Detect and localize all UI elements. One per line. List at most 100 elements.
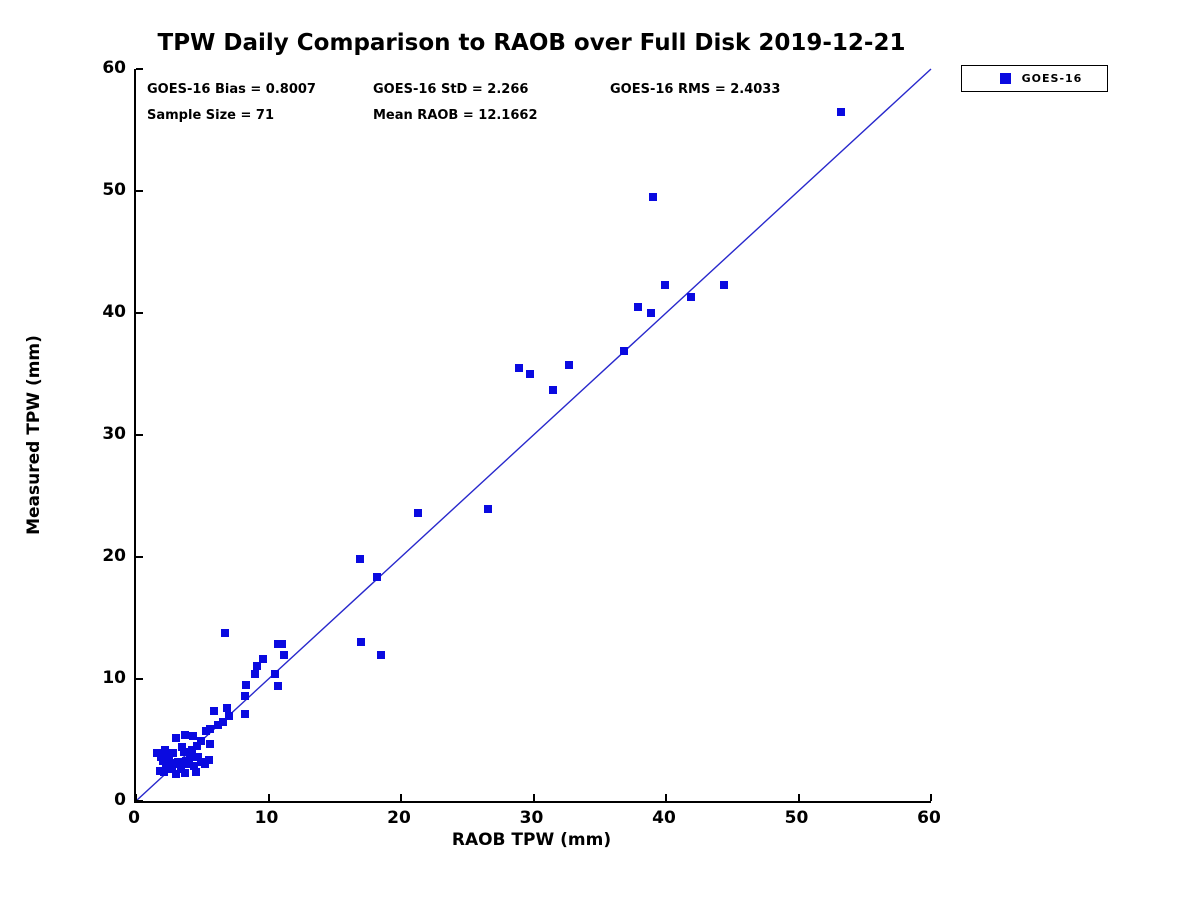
data-point [192, 742, 201, 751]
data-point [224, 711, 233, 720]
data-point [687, 293, 696, 302]
y-tick-label: 60 [102, 58, 126, 78]
x-tick [135, 794, 137, 801]
data-point [219, 717, 228, 726]
y-tick-label: 30 [102, 424, 126, 444]
data-point [169, 749, 178, 758]
data-point [273, 640, 282, 649]
stat-mean-raob: Mean RAOB = 12.1662 [373, 108, 538, 123]
data-point [634, 302, 643, 311]
reference-line-layer [135, 68, 932, 802]
x-tick-label: 50 [784, 808, 809, 828]
y-tick-label: 20 [102, 546, 126, 566]
y-tick-label: 10 [102, 668, 126, 688]
data-point [240, 692, 249, 701]
data-point [177, 765, 186, 774]
y-tick [136, 190, 143, 192]
data-point [190, 761, 199, 770]
x-tick-label: 10 [254, 808, 279, 828]
data-point [186, 753, 195, 762]
y-axis-label: Measured TPW (mm) [24, 335, 44, 535]
x-tick-label: 30 [519, 808, 544, 828]
x-tick-label: 20 [387, 808, 411, 828]
y-tick [136, 800, 143, 802]
data-point [220, 628, 229, 637]
data-point [648, 193, 657, 202]
data-point [484, 505, 493, 514]
data-point [159, 767, 168, 776]
data-point [161, 745, 170, 754]
legend-box: GOES-16 [961, 65, 1108, 92]
y-tick [136, 312, 143, 314]
data-point [252, 661, 261, 670]
data-point [196, 737, 205, 746]
data-point [181, 731, 190, 740]
x-tick [267, 794, 270, 801]
stat-rms: GOES-16 RMS = 2.4033 [610, 82, 781, 97]
y-tick [136, 556, 143, 558]
data-point [271, 670, 280, 679]
data-point [171, 770, 180, 779]
data-point [200, 760, 209, 769]
x-tick-label: 0 [128, 808, 140, 828]
legend-marker-icon [1000, 73, 1011, 84]
x-tick [532, 794, 535, 801]
data-point [619, 346, 628, 355]
chart-title: TPW Daily Comparison to RAOB over Full D… [157, 30, 906, 56]
y-tick-label: 40 [102, 302, 126, 322]
stat-bias: GOES-16 Bias = 0.8007 [147, 82, 316, 97]
data-point [720, 280, 729, 289]
data-point [280, 650, 289, 659]
data-point [273, 682, 282, 691]
data-point [206, 739, 215, 748]
data-point [514, 363, 523, 372]
data-point [162, 761, 171, 770]
data-point [171, 733, 180, 742]
y-tick-label: 50 [102, 180, 126, 200]
data-point [357, 638, 366, 647]
x-tick-label: 40 [652, 808, 676, 828]
data-point [525, 370, 534, 378]
data-point [206, 725, 215, 734]
y-tick [136, 678, 143, 680]
data-point [355, 555, 364, 564]
stat-sample-size: Sample Size = 71 [147, 108, 275, 123]
data-point [647, 309, 656, 317]
data-point [194, 753, 203, 762]
stat-std: GOES-16 StD = 2.266 [373, 82, 529, 97]
y-tick-label: 0 [114, 790, 126, 810]
data-point [175, 760, 184, 769]
x-axis-label: RAOB TPW (mm) [451, 830, 612, 850]
data-point [549, 385, 558, 394]
data-point [240, 710, 249, 719]
data-point [188, 732, 197, 741]
x-tick-label: 60 [917, 808, 941, 828]
data-point [414, 509, 423, 518]
data-point [191, 767, 200, 776]
data-point [241, 681, 250, 690]
plot-area [134, 68, 932, 803]
x-tick [930, 794, 932, 801]
data-point [660, 280, 669, 289]
legend-label: GOES-16 [1021, 72, 1083, 85]
identity-line [135, 68, 932, 802]
x-tick [400, 794, 402, 801]
data-point [836, 107, 845, 116]
y-tick [136, 68, 143, 70]
data-point [167, 765, 176, 774]
data-point [565, 361, 574, 370]
data-point [178, 743, 187, 752]
data-point [185, 760, 193, 769]
x-tick [797, 794, 800, 801]
x-tick [665, 794, 667, 801]
data-point [187, 745, 196, 754]
data-point [377, 650, 386, 659]
data-point [259, 655, 268, 664]
data-point [158, 756, 167, 765]
data-point [179, 748, 188, 757]
data-point [214, 721, 223, 730]
y-tick [136, 434, 143, 436]
data-point [251, 670, 260, 679]
data-point [373, 572, 382, 581]
